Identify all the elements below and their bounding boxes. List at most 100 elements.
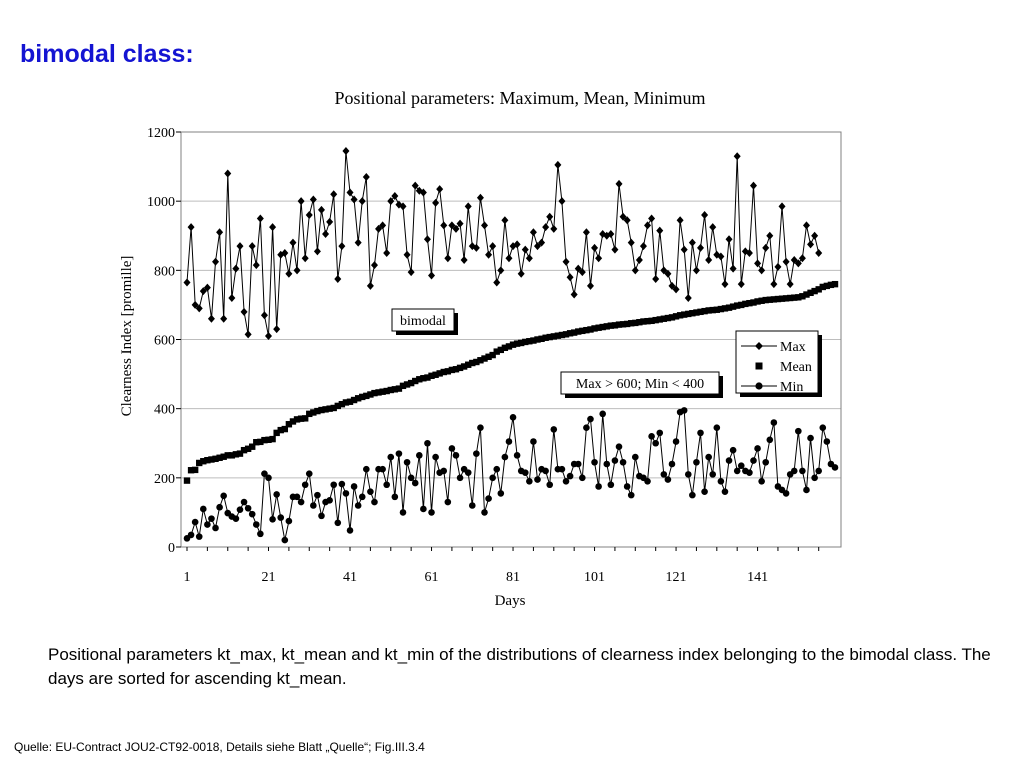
data-point-min: [305, 470, 313, 477]
data-point-mean: [420, 375, 427, 382]
data-point-min: [334, 519, 342, 527]
data-point-mean: [220, 453, 227, 460]
data-point-mean: [367, 391, 374, 398]
data-point-mean: [330, 404, 337, 412]
data-point-mean: [530, 337, 537, 344]
data-point-min: [216, 503, 223, 511]
data-point-max: [815, 249, 823, 258]
data-point-mean: [444, 368, 452, 375]
data-point-max: [631, 266, 639, 275]
data-point-max: [774, 262, 782, 271]
data-point-min: [530, 438, 537, 445]
data-point-min: [737, 462, 745, 470]
data-point-mean: [424, 374, 431, 381]
legend-mean-label: Mean: [780, 360, 812, 375]
data-point-max: [607, 230, 615, 239]
data-point-mean: [456, 364, 464, 372]
data-point-min: [668, 460, 676, 468]
data-point-mean: [591, 325, 598, 332]
data-point-min: [346, 527, 354, 534]
data-point-min: [790, 467, 798, 475]
data-point-max: [322, 230, 330, 239]
data-point-max: [542, 223, 550, 232]
data-point-mean: [583, 326, 590, 334]
data-point-mean: [693, 309, 700, 316]
data-point-max: [725, 235, 733, 244]
data-point-mean: [599, 323, 606, 331]
data-point-min: [762, 458, 770, 466]
data-point-mean: [208, 456, 215, 463]
data-point-mean: [782, 295, 790, 302]
data-point-max: [403, 250, 411, 259]
data-point-min: [693, 458, 700, 466]
data-point-max: [244, 330, 252, 339]
data-point-min: [811, 474, 818, 482]
data-point-max: [586, 281, 594, 290]
data-point-mean: [558, 331, 566, 339]
data-point-max: [562, 257, 570, 266]
data-point-min: [680, 407, 688, 414]
data-point-mean: [542, 334, 549, 341]
data-point-mean: [407, 379, 415, 387]
legend-max-label: Max: [780, 340, 806, 355]
data-point-min: [619, 458, 627, 466]
y-tick-label: 800: [154, 264, 175, 279]
data-point-max: [570, 290, 578, 299]
data-point-max: [635, 255, 643, 264]
data-point-min: [379, 465, 386, 473]
data-point-max: [566, 273, 574, 282]
data-point-min: [269, 516, 276, 523]
data-point-mean: [187, 467, 195, 474]
data-point-mean: [448, 366, 456, 374]
data-point-min: [297, 498, 305, 506]
data-point-mean: [656, 316, 663, 323]
data-point-mean: [395, 385, 403, 392]
data-point-max: [236, 242, 244, 251]
data-point-mean: [326, 405, 333, 412]
data-point-min: [725, 457, 733, 464]
data-point-max: [672, 285, 680, 294]
y-tick-label: 400: [154, 403, 175, 418]
data-point-max: [591, 243, 599, 252]
data-point-mean: [774, 295, 782, 303]
data-point-max: [436, 185, 444, 194]
data-point-mean: [579, 327, 586, 335]
data-point-max: [758, 266, 766, 275]
data-point-max: [428, 271, 436, 280]
data-point-min: [314, 491, 321, 499]
data-point-max: [733, 152, 741, 161]
data-point-min: [424, 439, 431, 447]
data-point-min: [371, 498, 378, 506]
series-mean: [183, 280, 839, 484]
data-point-mean: [224, 452, 231, 459]
data-point-max: [379, 221, 387, 230]
data-point-min: [252, 521, 260, 528]
data-point-max: [440, 221, 448, 230]
data-point-min: [566, 472, 574, 480]
data-point-max: [338, 242, 346, 251]
data-point-mean: [807, 289, 814, 297]
data-point-min: [363, 465, 370, 473]
data-point-mean: [375, 389, 382, 396]
data-point-max: [289, 238, 297, 247]
data-point-max: [595, 254, 603, 263]
data-point-min: [444, 498, 452, 506]
data-point-min: [701, 488, 708, 495]
data-point-mean: [575, 328, 582, 335]
data-point-min: [750, 457, 757, 464]
data-point-min: [187, 531, 195, 539]
data-point-mean: [379, 388, 386, 395]
data-point-min: [607, 481, 615, 489]
annotation-threshold-text: Max > 600; Min < 400: [576, 377, 704, 392]
data-point-mean: [350, 396, 358, 404]
data-point-mean: [261, 436, 268, 444]
data-point-min: [473, 450, 480, 457]
data-point-min: [746, 469, 753, 476]
data-point-min: [733, 467, 741, 475]
data-point-mean: [232, 451, 240, 458]
data-point-min: [648, 433, 655, 440]
data-point-mean: [346, 398, 354, 405]
data-point-mean: [762, 296, 769, 304]
chart: Positional parameters: Maximum, Mean, Mi…: [119, 88, 842, 609]
data-point-max: [269, 223, 277, 232]
